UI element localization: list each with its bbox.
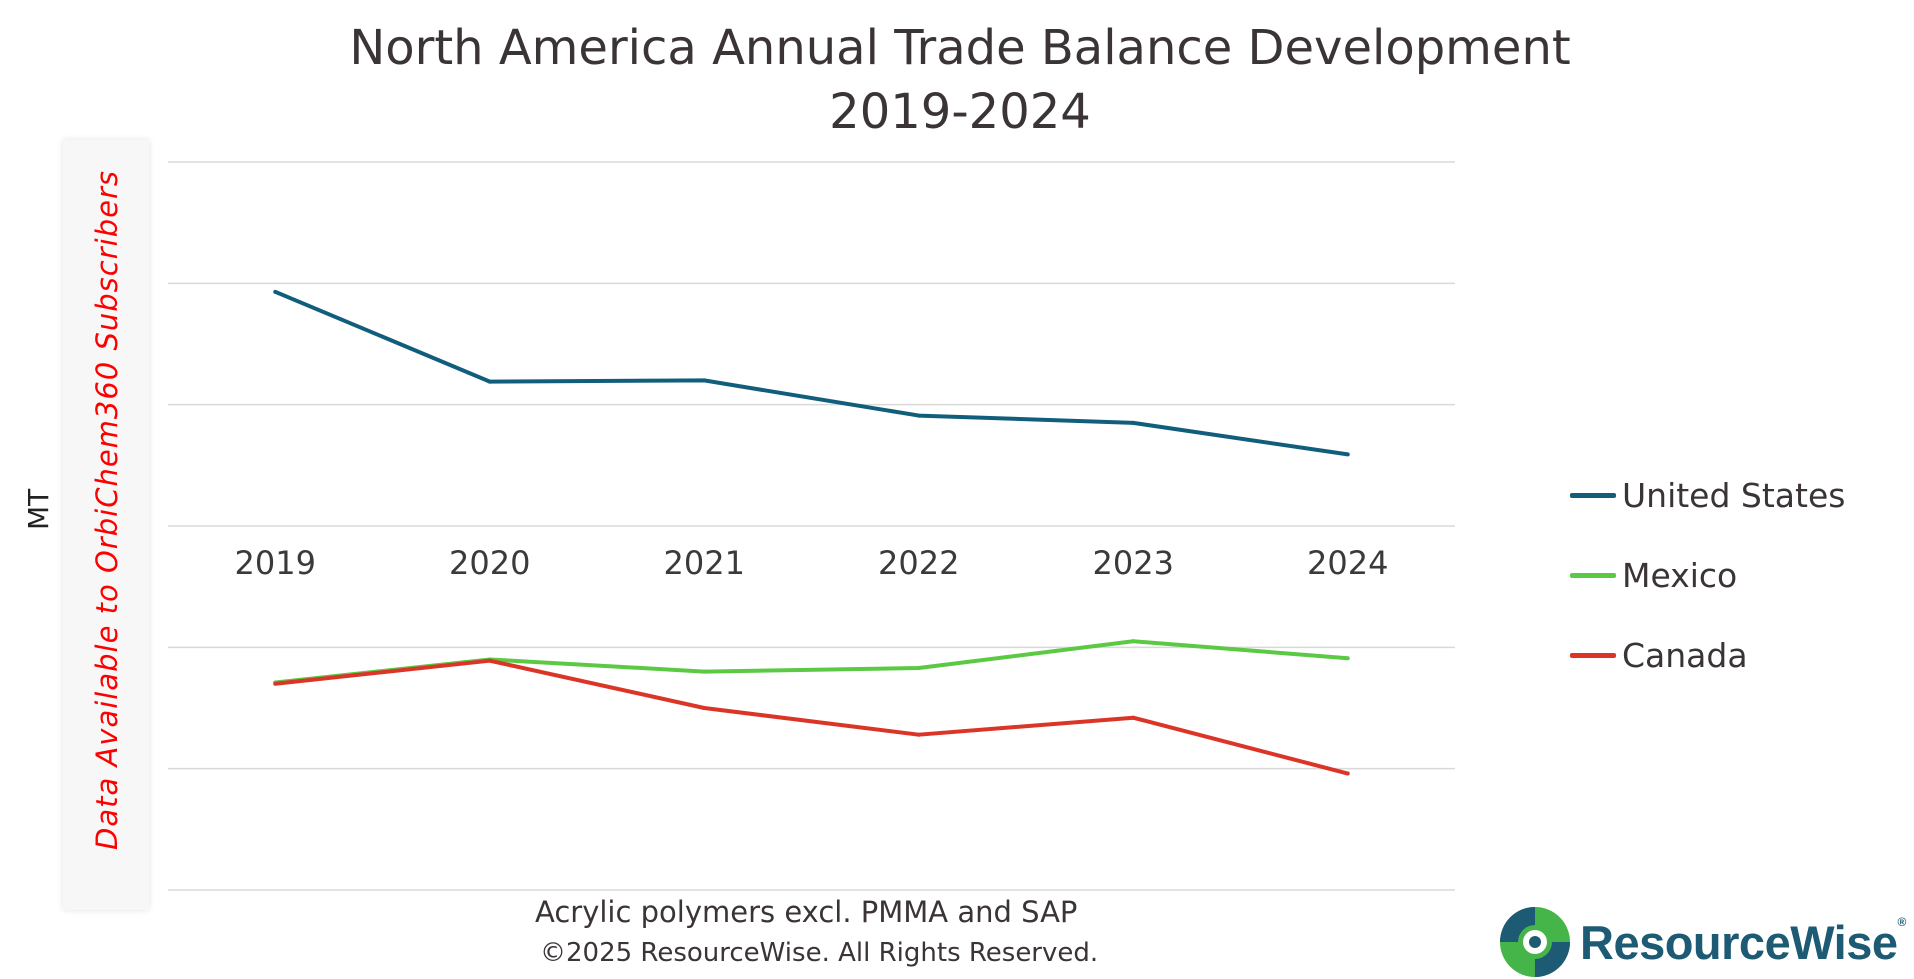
series-lines <box>273 289 1350 776</box>
series-line-canada <box>275 658 1349 776</box>
legend-item-canada: Canada <box>1570 615 1845 695</box>
x-tick-label: 2020 <box>449 544 530 582</box>
data-point <box>916 665 921 670</box>
subscriber-overlay-panel <box>63 140 149 910</box>
x-tick-label: 2021 <box>664 544 745 582</box>
data-point <box>273 681 278 686</box>
resourcewise-logo-icon <box>1500 907 1570 977</box>
data-point <box>1131 420 1136 425</box>
data-point <box>273 289 278 294</box>
logo-wordmark: ResourceWise® <box>1580 914 1906 969</box>
x-tick-label: 2024 <box>1307 544 1388 582</box>
legend-label: United States <box>1622 475 1846 515</box>
data-point <box>702 706 707 710</box>
data-point <box>916 413 921 418</box>
subscriber-notice: Data Available to OrbiChem360 Subscriber… <box>90 170 124 850</box>
legend-label: Canada <box>1622 635 1748 675</box>
legend-swatch <box>1570 652 1616 658</box>
legend-swatch <box>1570 572 1616 578</box>
legend-item-united-states: United States <box>1570 455 1845 535</box>
copyright-notice: ©2025 ResourceWise. All Rights Reserved. <box>540 938 1099 968</box>
legend: United States Mexico Canada <box>1570 455 1845 695</box>
legend-swatch <box>1570 492 1616 498</box>
data-point <box>916 732 921 737</box>
chart-title: North America Annual Trade Balance Devel… <box>349 20 1571 76</box>
data-point <box>1345 656 1350 661</box>
legend-label: Mexico <box>1622 555 1738 595</box>
gridlines <box>168 161 1455 891</box>
data-point <box>1345 771 1350 776</box>
legend-item-mexico: Mexico <box>1570 535 1845 615</box>
x-tick-label: 2022 <box>878 544 959 582</box>
x-tick-label: 2019 <box>235 544 316 582</box>
resourcewise-logo: ResourceWise® <box>1498 905 1906 979</box>
x-axis-ticks: 2019 2020 2021 2022 2023 2024 <box>235 544 1389 582</box>
series-line-united-states <box>274 289 1349 457</box>
data-point <box>487 379 492 384</box>
data-point <box>702 378 707 383</box>
data-point <box>1131 639 1136 644</box>
x-tick-label: 2023 <box>1093 544 1174 582</box>
y-axis-label: MT <box>22 488 55 530</box>
data-point <box>1345 452 1350 457</box>
data-point <box>702 669 707 674</box>
product-caption: Acrylic polymers excl. PMMA and SAP <box>535 895 1078 929</box>
data-point <box>1131 715 1136 720</box>
data-point <box>487 658 492 663</box>
chart-subtitle: 2019-2024 <box>829 84 1091 140</box>
